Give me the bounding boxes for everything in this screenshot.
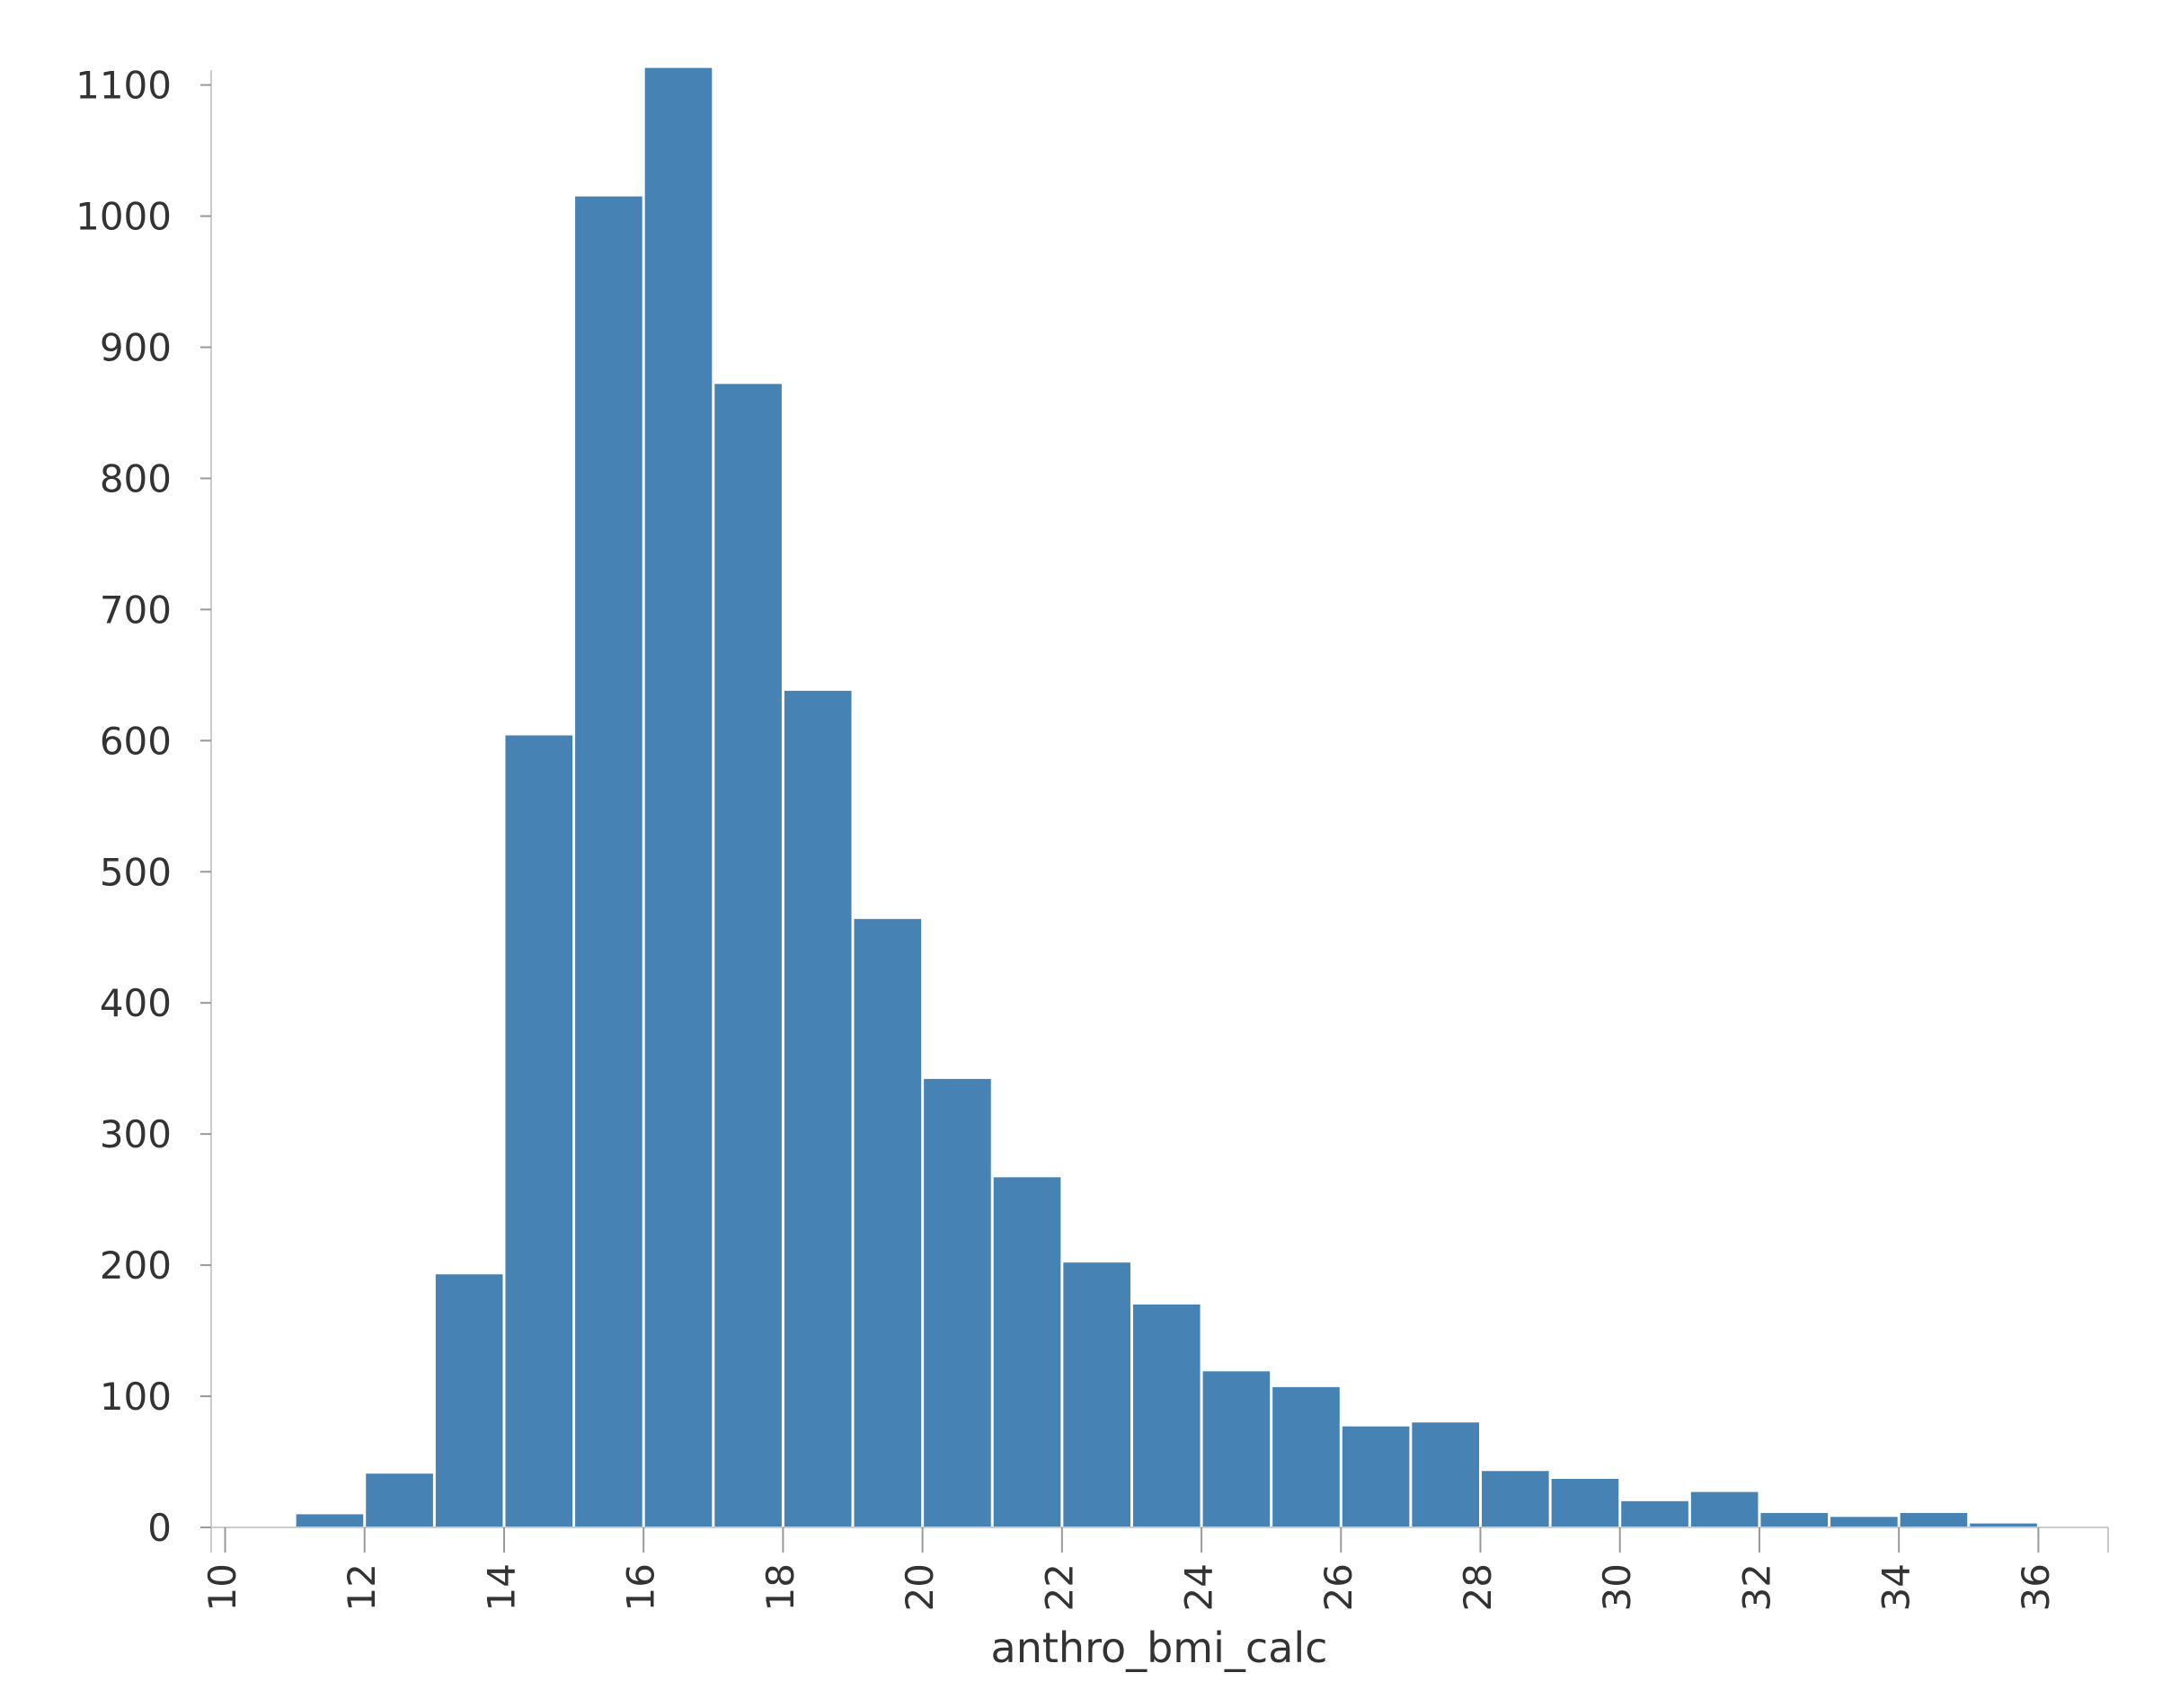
histogram-bar (1690, 1491, 1759, 1527)
histogram-bar (505, 735, 573, 1527)
x-axis-title: anthro_bmi_calc (991, 1624, 1328, 1672)
axes-group: 0 100 200 300 400 500 600 700 800 900 1000 1100 10 12… (75, 64, 2109, 1611)
y-tick-label: 0 (147, 1506, 172, 1550)
histogram-bar (1970, 1523, 2037, 1527)
histogram-bar (1063, 1262, 1130, 1527)
bars-group (296, 67, 2037, 1528)
histogram-bar (1342, 1426, 1410, 1527)
histogram-bar (644, 67, 713, 1528)
x-tick-label: 34 (1874, 1563, 1918, 1611)
x-tick-label: 36 (2014, 1563, 2058, 1611)
x-tick-label: 32 (1734, 1563, 1778, 1611)
histogram-bar (1900, 1512, 1968, 1527)
histogram-bar (1760, 1512, 1829, 1527)
histogram-bar (1551, 1479, 1619, 1527)
x-tick-label: 16 (619, 1563, 663, 1611)
y-tick-label: 1100 (75, 64, 172, 108)
histogram-bar (435, 1274, 503, 1527)
histogram-bar (1412, 1422, 1480, 1527)
histogram-bar (784, 690, 852, 1527)
histogram-bar (1132, 1304, 1201, 1527)
y-tick-label: 500 (100, 850, 172, 894)
histogram-bar (854, 918, 922, 1527)
histogram-bar (924, 1078, 991, 1527)
y-tick-label: 1000 (75, 195, 172, 239)
y-tick-label: 200 (100, 1243, 172, 1288)
y-tick-label: 800 (100, 456, 172, 500)
histogram-bar (714, 384, 782, 1528)
x-tick-label: 14 (479, 1563, 523, 1611)
x-tick-label: 26 (1316, 1563, 1360, 1611)
histogram-bar (296, 1514, 364, 1527)
histogram-bar (1202, 1371, 1271, 1527)
histogram-bar (1272, 1386, 1340, 1527)
y-tick-label: 600 (100, 719, 172, 763)
x-tick-label: 18 (758, 1563, 802, 1611)
y-tick-label: 700 (100, 588, 172, 632)
y-tick-label: 400 (100, 981, 172, 1025)
histogram-bar (993, 1177, 1061, 1527)
y-tick-label: 300 (100, 1112, 172, 1156)
x-tick-label: 22 (1037, 1563, 1081, 1611)
x-tick-label: 28 (1456, 1563, 1500, 1611)
histogram-bar (1830, 1517, 1898, 1527)
x-tick-label: 20 (898, 1563, 942, 1611)
histogram-bar (1482, 1471, 1549, 1527)
y-tick-label: 100 (100, 1375, 172, 1419)
histogram-bar (366, 1473, 433, 1527)
y-tick-label: 900 (100, 325, 172, 369)
x-tick-label: 12 (340, 1563, 384, 1611)
x-tick-label: 30 (1595, 1563, 1639, 1611)
x-tick-label: 10 (200, 1563, 244, 1611)
x-tick-label: 24 (1177, 1563, 1221, 1611)
histogram-bar (575, 196, 642, 1527)
histogram-bar (1621, 1500, 1688, 1527)
